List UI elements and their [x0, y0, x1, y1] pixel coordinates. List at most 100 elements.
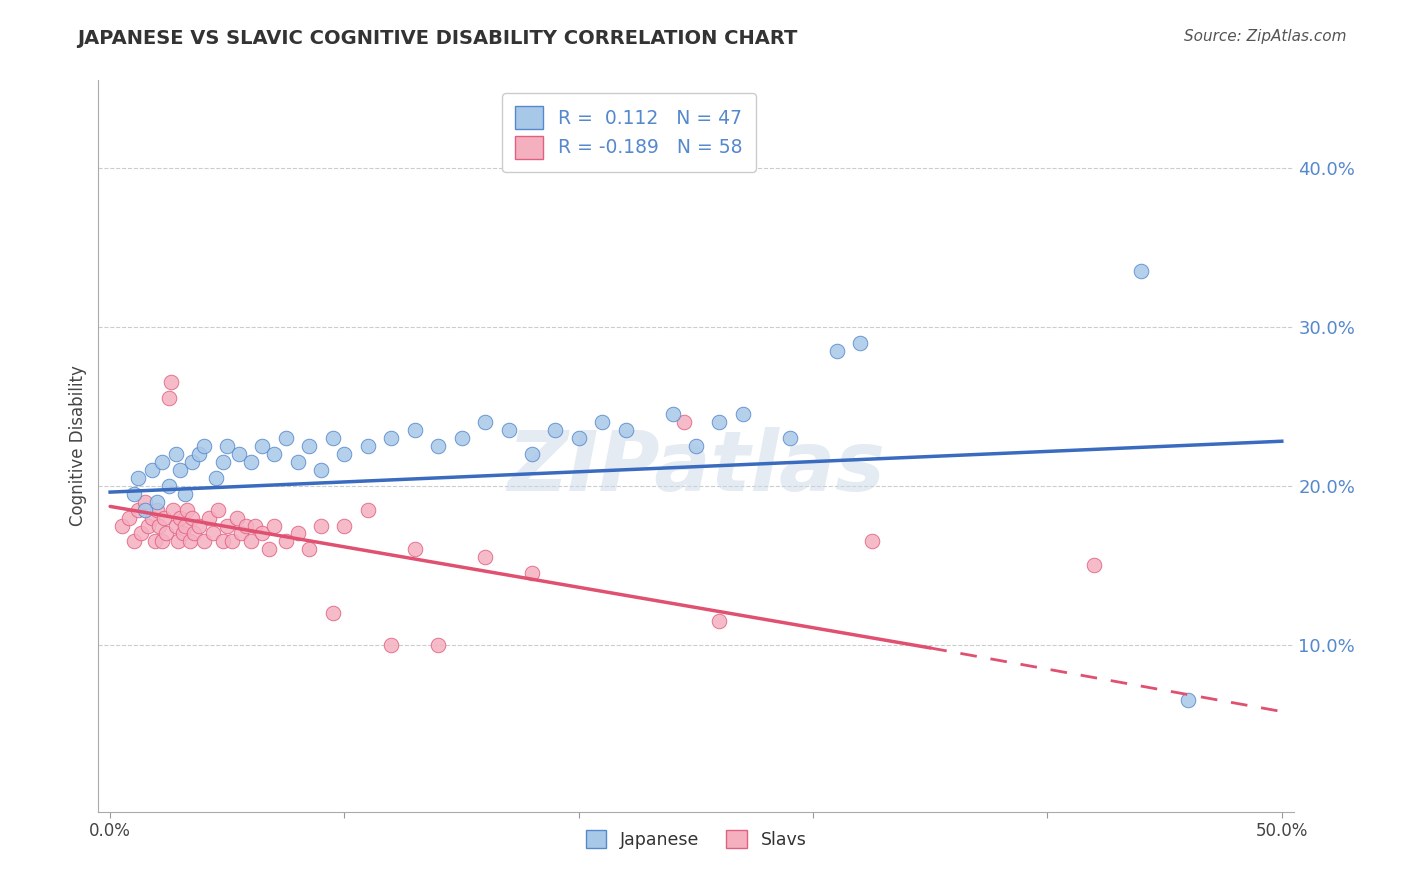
Point — [1177, 693, 1199, 707]
Point — [709, 415, 731, 429]
Point — [141, 510, 163, 524]
Point — [287, 455, 309, 469]
Y-axis label: Cognitive Disability: Cognitive Disability — [69, 366, 87, 526]
Point — [188, 447, 211, 461]
Point — [274, 534, 297, 549]
Point — [685, 439, 707, 453]
Point — [217, 439, 239, 453]
Point — [357, 502, 380, 516]
Point — [252, 439, 274, 453]
Point — [259, 542, 281, 557]
Point — [129, 526, 152, 541]
Point — [404, 542, 426, 557]
Point — [150, 534, 173, 549]
Point — [568, 431, 591, 445]
Point — [309, 463, 332, 477]
Point — [709, 614, 731, 628]
Point — [193, 439, 215, 453]
Point — [779, 431, 801, 445]
Point — [211, 534, 233, 549]
Text: ZIPatlas: ZIPatlas — [508, 427, 884, 508]
Point — [165, 518, 187, 533]
Point — [181, 510, 204, 524]
Point — [111, 518, 134, 533]
Point — [122, 534, 145, 549]
Point — [849, 335, 872, 350]
Point — [357, 439, 380, 453]
Point — [181, 455, 204, 469]
Point — [176, 502, 198, 516]
Point — [1083, 558, 1105, 573]
Point — [427, 638, 450, 652]
Point — [239, 455, 262, 469]
Point — [225, 510, 247, 524]
Point — [207, 502, 229, 516]
Point — [174, 486, 197, 500]
Point — [136, 518, 159, 533]
Point — [380, 431, 402, 445]
Point — [193, 534, 215, 549]
Point — [118, 510, 141, 524]
Point — [134, 494, 156, 508]
Point — [673, 415, 696, 429]
Point — [162, 502, 184, 516]
Point — [155, 526, 177, 541]
Point — [150, 455, 173, 469]
Point — [544, 423, 567, 437]
Point — [160, 376, 183, 390]
Point — [167, 534, 190, 549]
Point — [474, 550, 496, 565]
Point — [252, 526, 274, 541]
Point — [127, 502, 149, 516]
Point — [217, 518, 239, 533]
Point — [202, 526, 225, 541]
Point — [498, 423, 520, 437]
Point — [143, 534, 166, 549]
Point — [188, 518, 211, 533]
Point — [172, 526, 194, 541]
Point — [614, 423, 637, 437]
Point — [298, 542, 321, 557]
Text: Source: ZipAtlas.com: Source: ZipAtlas.com — [1184, 29, 1347, 44]
Point — [825, 343, 848, 358]
Point — [860, 534, 883, 549]
Point — [474, 415, 496, 429]
Point — [450, 431, 472, 445]
Point — [211, 455, 233, 469]
Point — [380, 638, 402, 652]
Point — [221, 534, 243, 549]
Point — [309, 518, 332, 533]
Point — [591, 415, 613, 429]
Point — [239, 534, 262, 549]
Point — [322, 431, 344, 445]
Point — [263, 518, 285, 533]
Point — [228, 447, 250, 461]
Point — [165, 447, 187, 461]
Point — [127, 471, 149, 485]
Legend: Japanese, Slavs: Japanese, Slavs — [576, 822, 815, 858]
Point — [298, 439, 321, 453]
Point — [148, 518, 170, 533]
Point — [134, 502, 156, 516]
Point — [169, 463, 191, 477]
Point — [169, 510, 191, 524]
Point — [274, 431, 297, 445]
Point — [204, 471, 226, 485]
Point — [157, 479, 180, 493]
Point — [287, 526, 309, 541]
Text: JAPANESE VS SLAVIC COGNITIVE DISABILITY CORRELATION CHART: JAPANESE VS SLAVIC COGNITIVE DISABILITY … — [77, 29, 797, 47]
Point — [427, 439, 450, 453]
Point — [520, 566, 543, 581]
Point — [146, 494, 169, 508]
Point — [245, 518, 267, 533]
Point — [263, 447, 285, 461]
Point — [153, 510, 176, 524]
Point — [520, 447, 543, 461]
Point — [146, 502, 169, 516]
Point — [322, 606, 344, 620]
Point — [174, 518, 197, 533]
Point — [235, 518, 257, 533]
Point — [183, 526, 205, 541]
Point — [122, 486, 145, 500]
Point — [404, 423, 426, 437]
